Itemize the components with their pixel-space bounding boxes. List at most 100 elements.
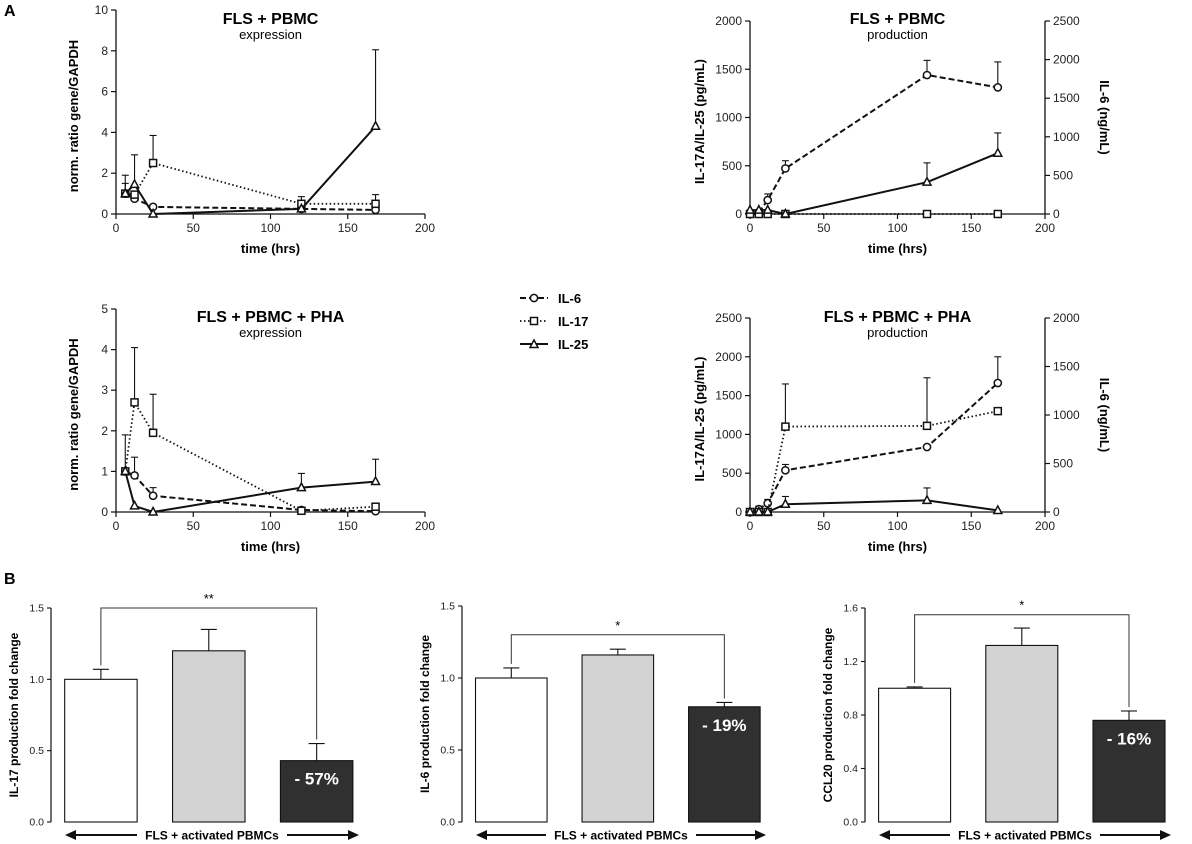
data-point [130, 190, 139, 199]
x-tick-label: 150 [961, 221, 981, 235]
legend-marker-il25 [528, 338, 540, 349]
y-tick-label: 1.2 [843, 656, 858, 668]
data-point [148, 158, 158, 168]
y-tick-label: 1.6 [843, 603, 858, 615]
chart-subtitle: expression [239, 27, 302, 42]
data-point [781, 465, 790, 475]
legend: IL-6 IL-17 IL-25 [520, 291, 588, 352]
data-point [370, 475, 381, 486]
bar [985, 644, 1059, 823]
series-line-il17 [124, 401, 376, 512]
data-point [922, 442, 932, 452]
y-tick-label: 4 [101, 343, 108, 357]
x-label-background [950, 827, 1100, 843]
significance-label: * [1019, 598, 1024, 613]
panel-label-b: B [4, 571, 16, 588]
series-il25 [744, 132, 1004, 218]
x-tick-label: 0 [747, 221, 754, 235]
bar-label: - 16% [1107, 729, 1151, 748]
x-tick-label: 200 [415, 221, 435, 235]
chart-title: FLS + PBMC [850, 11, 946, 28]
series-il17 [745, 377, 1003, 517]
data-point [762, 505, 773, 516]
x-axis-label: time (hrs) [868, 539, 927, 554]
y-tick-label: 1000 [715, 427, 742, 441]
data-point [296, 481, 307, 492]
x-axis-label: time (hrs) [241, 241, 300, 256]
data-point [921, 176, 933, 186]
y-right-tick-label: 0 [1053, 207, 1060, 221]
series-il25 [120, 434, 381, 516]
data-point [993, 406, 1003, 416]
x-axis-label: time (hrs) [241, 539, 300, 554]
series-il17 [121, 347, 380, 516]
y-right-tick-label: 1000 [1053, 130, 1080, 144]
y-tick-label: 4 [101, 125, 108, 139]
x-tick-label: 0 [113, 221, 120, 235]
data-point [370, 120, 381, 131]
series-line-il6 [124, 470, 376, 513]
y-tick-label: 10 [95, 3, 109, 17]
bar [172, 650, 246, 823]
arrow-head-left [879, 830, 890, 840]
y-tick-label: 1500 [715, 389, 742, 403]
chart-b3: 0.0 0.4 0.8 1.2 1.6 CCL20 production fold cha… [821, 598, 1171, 843]
y-tick-label: 3 [101, 383, 108, 397]
y-tick-label: 1.5 [440, 601, 455, 613]
arrow-head-right [348, 830, 359, 840]
data-point [129, 499, 140, 510]
data-point [130, 471, 139, 480]
series-line-il25 [124, 125, 377, 215]
chart-subtitle: production [867, 325, 928, 340]
series-il6 [745, 356, 1003, 517]
data-point [992, 147, 1004, 157]
data-point [921, 494, 933, 505]
y-axis-label: IL-17A/IL-25 (pg/mL) [692, 59, 707, 184]
arrow-head-right [1160, 830, 1171, 840]
x-axis-label: FLS + activated PBMCs [145, 829, 279, 843]
data-point [993, 378, 1003, 388]
y-axis-label: IL-6 production fold change [418, 635, 432, 793]
series-line-il17 [125, 162, 376, 205]
x-tick-label: 100 [260, 221, 280, 235]
y-tick-label: 0.0 [440, 817, 455, 829]
panel-label-a: A [4, 3, 16, 20]
y-right-tick-label: 1500 [1053, 91, 1080, 105]
legend-label-il17: IL-17 [558, 314, 588, 329]
y-tick-label: 0.0 [843, 817, 858, 829]
y-tick-label: 0 [735, 207, 742, 221]
chart-a3: 0 50 100 150 200 0 1 2 3 4 5 FLS + PBMC + PHAexpres… [66, 302, 435, 554]
y-tick-label: 1000 [715, 111, 742, 125]
y-axis-label: IL-17A/IL-25 (pg/mL) [692, 357, 707, 482]
bar [581, 654, 655, 823]
y-tick-label: 8 [101, 44, 108, 58]
data-point [922, 70, 932, 80]
series-il6 [120, 182, 380, 215]
y-right-tick-label: 0 [1053, 505, 1060, 519]
x-tick-label: 50 [817, 221, 831, 235]
x-tick-label: 0 [747, 519, 754, 533]
y-axis-right-label: IL-6 (ng/mL) [1097, 378, 1112, 452]
chart-title: FLS + PBMC [223, 11, 319, 28]
x-tick-label: 200 [1035, 519, 1055, 533]
data-point [147, 207, 159, 218]
y-tick-label: 500 [722, 466, 742, 480]
y-right-tick-label: 2500 [1053, 14, 1080, 28]
data-point [744, 505, 756, 516]
data-point [922, 421, 932, 431]
chart-a4: 0 50 100 150 2000500100015002000250005001000… [692, 309, 1112, 554]
x-tick-label: 50 [817, 519, 831, 533]
data-point [753, 505, 765, 516]
chart-title: FLS + PBMC + PHA [197, 309, 345, 326]
y-tick-label: 2500 [715, 311, 742, 325]
y-axis-label: norm. ratio gene/GAPDH [66, 338, 81, 490]
significance-bracket [914, 614, 1130, 707]
x-tick-label: 200 [415, 519, 435, 533]
data-point [120, 187, 131, 198]
data-point [781, 422, 790, 431]
y-tick-label: 2 [101, 424, 108, 438]
data-point [781, 164, 790, 173]
chart-a2: 0 50 100 150 2000500100015002000050010001500… [692, 11, 1112, 256]
legend-item-il6: IL-6 [520, 291, 581, 306]
